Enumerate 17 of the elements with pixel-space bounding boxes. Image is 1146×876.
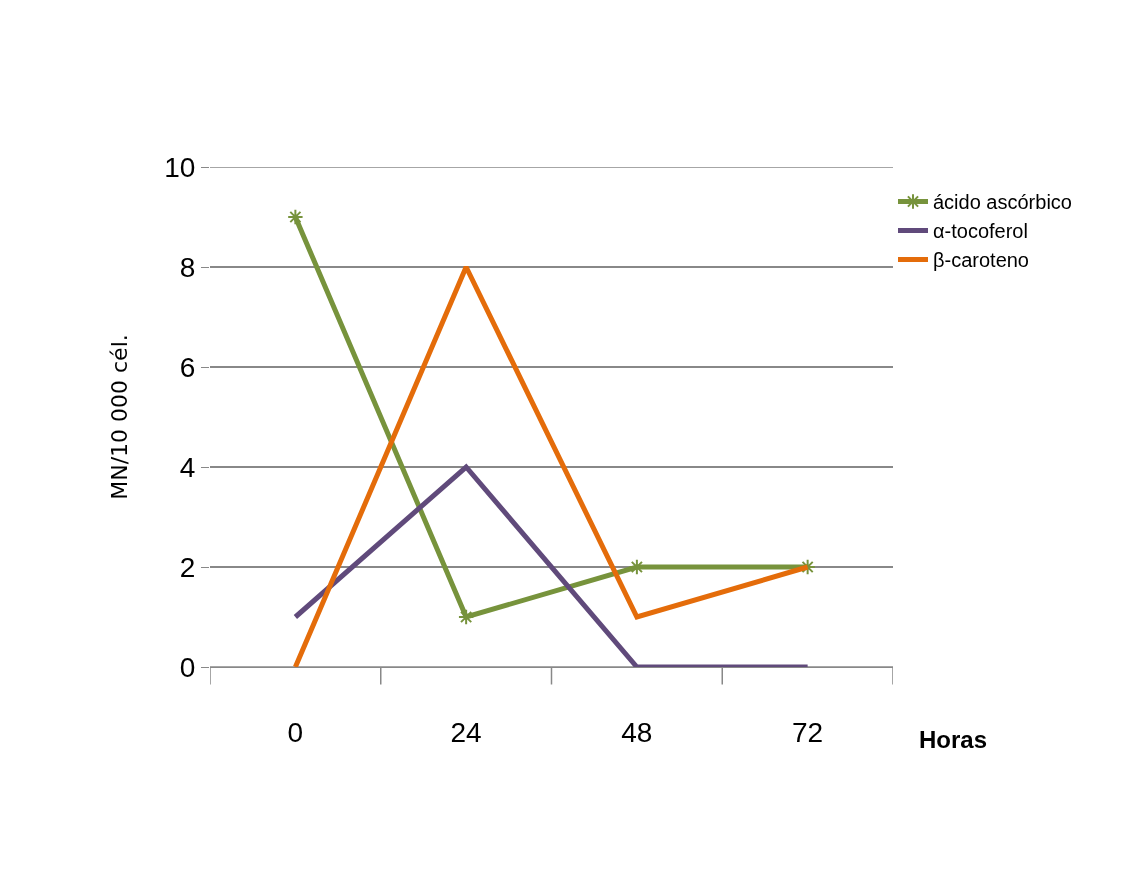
point bbox=[287, 208, 304, 226]
y-tick-label: 8 bbox=[179, 251, 196, 283]
y-tick-label: 0 bbox=[179, 651, 196, 683]
legend-label: ácido ascórbico bbox=[933, 191, 1072, 214]
x-tick-label: 24 bbox=[450, 716, 482, 748]
x-tick-label: 48 bbox=[621, 716, 653, 748]
y-tick-label: 2 bbox=[179, 551, 196, 583]
y-axis-title: MN/10 000 cél. bbox=[107, 334, 133, 500]
x-tick-label: 72 bbox=[792, 716, 824, 748]
legend-label: β-caroteno bbox=[933, 249, 1029, 272]
point bbox=[457, 608, 475, 626]
legend-label: α-tocoferol bbox=[933, 220, 1028, 243]
x-axis-title: Horas bbox=[919, 726, 988, 753]
x-tick-label: 0 bbox=[287, 716, 304, 748]
y-tick-label: 4 bbox=[179, 451, 196, 483]
y-tick-label: 10 bbox=[164, 151, 196, 183]
y-tick-label: 6 bbox=[179, 351, 196, 383]
